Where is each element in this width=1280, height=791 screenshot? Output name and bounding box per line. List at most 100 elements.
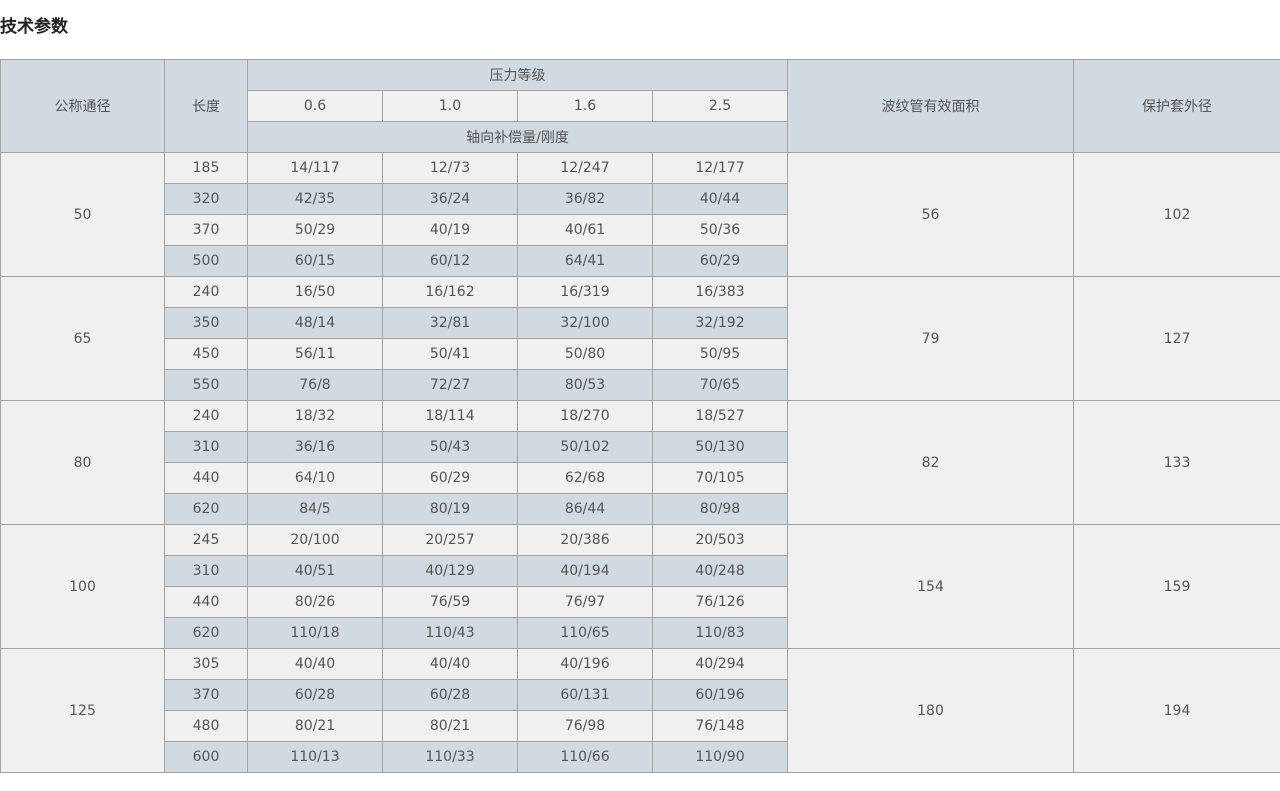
table-row: 600 110/13 110/33 110/66 110/90 [1,741,1280,773]
compensation-cell: 110/65 [517,617,653,649]
table-row: 440 64/10 60/29 62/68 70/105 [1,462,1280,494]
compensation-cell: 40/61 [517,214,653,246]
table-row: 450 56/11 50/41 50/80 50/95 [1,338,1280,370]
compensation-cell: 12/247 [517,152,653,184]
area-cell: 180 [787,648,1074,773]
length-cell: 240 [164,400,248,432]
header-pressure-1.6: 1.6 [517,90,653,122]
compensation-cell: 62/68 [517,462,653,494]
compensation-cell: 70/65 [652,369,788,401]
compensation-cell: 80/21 [382,710,518,742]
dn-cell: 100 [0,524,165,649]
compensation-cell: 76/126 [652,586,788,618]
compensation-cell: 40/44 [652,183,788,215]
compensation-cell: 50/36 [652,214,788,246]
length-cell: 320 [164,183,248,215]
compensation-cell: 110/18 [247,617,383,649]
compensation-cell: 76/97 [517,586,653,618]
length-cell: 550 [164,369,248,401]
compensation-cell: 70/105 [652,462,788,494]
compensation-cell: 64/41 [517,245,653,277]
compensation-cell: 60/196 [652,679,788,711]
table-row: 320 42/35 36/24 36/82 40/44 [1,183,1280,215]
compensation-cell: 14/117 [247,152,383,184]
compensation-cell: 80/53 [517,369,653,401]
compensation-cell: 36/82 [517,183,653,215]
header-area: 波纹管有效面积 [787,59,1074,153]
compensation-cell: 110/83 [652,617,788,649]
compensation-cell: 60/15 [247,245,383,277]
table-row: 50 185 14/117 12/73 12/247 12/177 56 102 [0,152,1280,277]
compensation-cell: 60/28 [382,679,518,711]
length-cell: 480 [164,710,248,742]
header-pressure: 压力等级 [247,59,788,91]
compensation-cell: 76/8 [247,369,383,401]
dn-cell: 50 [0,152,165,277]
length-cell: 440 [164,586,248,618]
length-cell: 440 [164,462,248,494]
length-cell: 185 [164,152,248,184]
header-dn: 公称通径 [0,59,165,153]
compensation-cell: 12/177 [652,152,788,184]
compensation-cell: 110/33 [382,741,518,773]
table-row: 480 80/21 80/21 76/98 76/148 [1,710,1280,742]
area-cell: 154 [787,524,1074,649]
compensation-cell: 64/10 [247,462,383,494]
compensation-cell: 110/90 [652,741,788,773]
table-row: 370 60/28 60/28 60/131 60/196 [1,679,1280,711]
compensation-cell: 80/98 [652,493,788,525]
compensation-cell: 32/100 [517,307,653,339]
area-cell: 56 [787,152,1074,277]
length-cell: 370 [164,214,248,246]
compensation-cell: 84/5 [247,493,383,525]
compensation-cell: 50/95 [652,338,788,370]
length-cell: 245 [164,524,248,556]
compensation-cell: 20/386 [517,524,653,556]
compensation-cell: 18/114 [382,400,518,432]
compensation-cell: 40/40 [247,648,383,680]
length-cell: 500 [164,245,248,277]
table-row: 100 245 20/100 20/257 20/386 20/503 154 159 [0,524,1280,649]
header-pressure-2.5: 2.5 [652,90,788,122]
compensation-cell: 60/29 [382,462,518,494]
dn-cell: 125 [0,648,165,773]
compensation-cell: 50/29 [247,214,383,246]
dn-cell: 65 [0,276,165,401]
length-cell: 310 [164,555,248,587]
compensation-cell: 50/130 [652,431,788,463]
table-row: 550 76/8 72/27 80/53 70/65 [1,369,1280,401]
dn-cell: 80 [0,400,165,525]
compensation-cell: 40/129 [382,555,518,587]
header-length: 长度 [164,59,248,153]
compensation-cell: 60/28 [247,679,383,711]
compensation-cell: 50/80 [517,338,653,370]
table-row: 80 240 18/32 18/114 18/270 18/527 82 133 [0,400,1280,525]
compensation-cell: 16/162 [382,276,518,308]
header-pressure-1.0: 1.0 [382,90,518,122]
area-cell: 82 [787,400,1074,525]
length-cell: 600 [164,741,248,773]
compensation-cell: 16/383 [652,276,788,308]
compensation-cell: 50/41 [382,338,518,370]
header-outer: 保护套外径 [1073,59,1280,153]
length-cell: 310 [164,431,248,463]
area-cell: 79 [787,276,1074,401]
compensation-cell: 60/29 [652,245,788,277]
compensation-cell: 40/194 [517,555,653,587]
page-title: 技术参数 [0,17,68,37]
compensation-cell: 86/44 [517,493,653,525]
outer-diameter-cell: 133 [1073,400,1280,525]
compensation-cell: 18/32 [247,400,383,432]
compensation-cell: 80/19 [382,493,518,525]
compensation-cell: 76/59 [382,586,518,618]
compensation-cell: 110/13 [247,741,383,773]
table-row: 500 60/15 60/12 64/41 60/29 [1,245,1280,277]
compensation-cell: 36/16 [247,431,383,463]
compensation-cell: 76/98 [517,710,653,742]
outer-diameter-cell: 102 [1073,152,1280,277]
compensation-cell: 72/27 [382,369,518,401]
table-row: 65 240 16/50 16/162 16/319 16/383 79 127 [0,276,1280,401]
table-row: 620 110/18 110/43 110/65 110/83 [1,617,1280,649]
compensation-cell: 56/11 [247,338,383,370]
compensation-cell: 110/43 [382,617,518,649]
